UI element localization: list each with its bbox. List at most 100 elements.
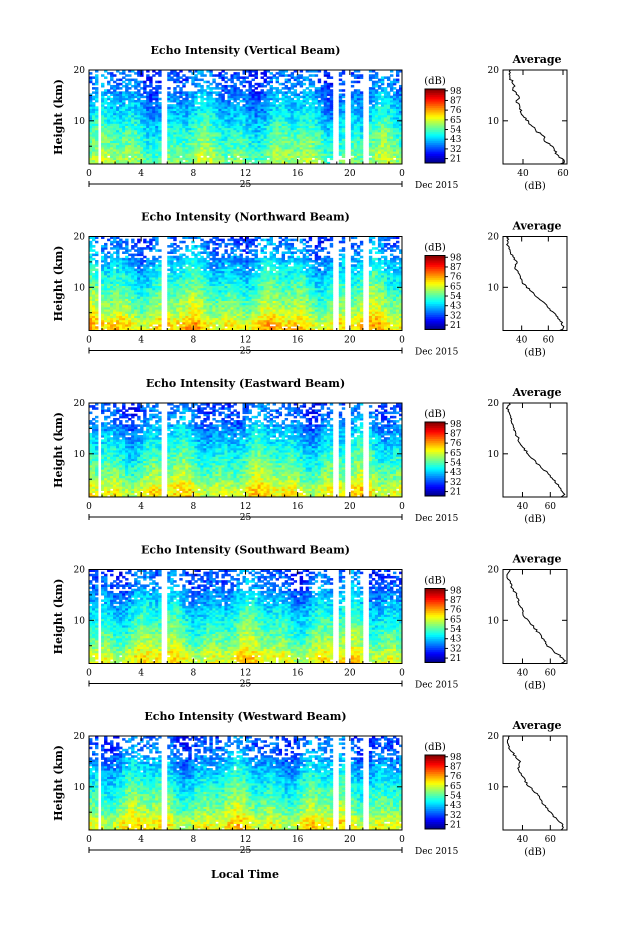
heatmap-cell [155, 236, 159, 240]
heatmap-cell [290, 125, 295, 129]
heatmap-cell [224, 149, 228, 152]
heatmap-cell [128, 80, 132, 84]
heatmap-cell [203, 146, 207, 150]
heatmap-cell [359, 93, 364, 97]
heatmap-cell [152, 277, 156, 280]
heatmap-cell [140, 142, 144, 146]
heatmap-cell [308, 153, 313, 156]
heatmap-cell [377, 102, 382, 105]
heatmap-cell [95, 119, 99, 122]
heatmap-cell [371, 140, 376, 144]
heatmap-cell [272, 161, 276, 165]
heatmap-cell [284, 110, 289, 114]
heatmap-cell [248, 82, 252, 86]
heatmap-cell [308, 125, 313, 129]
heatmap-cell [140, 131, 144, 135]
heatmap-cell [176, 309, 180, 312]
heatmap-cell [167, 268, 171, 272]
heatmap-cell [248, 97, 252, 101]
heatmap-cell [95, 82, 99, 86]
heatmap-cell [185, 324, 189, 327]
heatmap-cell [173, 153, 177, 156]
heatmap-cell [140, 270, 144, 274]
heatmap-cell [341, 121, 346, 124]
heatmap-cell [248, 114, 252, 118]
heatmap-cell [290, 131, 295, 135]
colorbar-step [425, 159, 445, 162]
heatmap-cell [119, 104, 123, 107]
heatmap-cell [323, 146, 328, 150]
heatmap-cell [203, 157, 207, 161]
heatmap-cell [185, 114, 189, 118]
heatmap-cell [371, 146, 376, 150]
heatmap-cell [293, 95, 298, 99]
heatmap-cell [143, 281, 147, 284]
heatmap-cell [278, 161, 283, 165]
heatmap-cell [152, 283, 156, 287]
heatmap-cell [323, 97, 328, 101]
heatmap-cell [350, 127, 355, 131]
heatmap-cell [125, 270, 129, 274]
heatmap-cell [368, 91, 373, 94]
heatmap-cell [89, 95, 93, 99]
heatmap-cell [278, 89, 283, 92]
heatmap-cell [107, 255, 111, 259]
heatmap-cell [260, 129, 264, 133]
heatmap-cell [299, 108, 304, 111]
heatmap-cell [326, 134, 331, 137]
heatmap-cell [317, 157, 322, 161]
heatmap-cell [146, 294, 150, 297]
heatmap-cell [251, 131, 255, 135]
heatmap-cell [284, 157, 289, 161]
heatmap-cell [245, 80, 249, 84]
heatmap-cell [197, 110, 201, 114]
heatmap-cell [131, 281, 135, 284]
heatmap-cell [200, 127, 204, 131]
heatmap-cell [197, 127, 201, 131]
heatmap-cell [131, 319, 135, 323]
heatmap-cell [290, 106, 295, 109]
heatmap-cell [104, 302, 108, 306]
heatmap-cell [266, 95, 270, 99]
heatmap-cell [341, 104, 346, 107]
heatmap-cell [191, 82, 195, 86]
heatmap-cell [104, 70, 108, 73]
heatmap-cell [89, 287, 93, 291]
heatmap-cell [251, 108, 255, 111]
heatmap-cell [209, 129, 213, 133]
heatmap-cell [341, 127, 346, 131]
heatmap-cell [185, 106, 189, 109]
heatmap-cell [101, 283, 105, 287]
heatmap-cell [377, 153, 382, 156]
heatmap-cell [104, 307, 108, 310]
heatmap-cell [392, 108, 397, 111]
heatmap-cell [92, 253, 96, 257]
heatmap-cell [212, 142, 216, 146]
heatmap-cell [107, 302, 111, 306]
heatmap-cell [269, 110, 273, 114]
heatmap-cell [107, 285, 111, 289]
heatmap-cell [188, 324, 192, 327]
heatmap-cell [212, 159, 216, 163]
heatmap-cell [245, 140, 249, 144]
heatmap-cell [317, 129, 322, 133]
heatmap-cell [275, 121, 280, 124]
heatmap-cell [119, 302, 123, 306]
heatmap-cell [266, 104, 270, 107]
heatmap-cell [176, 249, 180, 252]
heatmap-cell [398, 131, 403, 135]
heatmap-cell [179, 257, 183, 261]
heatmap-cell [305, 134, 310, 137]
heatmap-cell [221, 146, 225, 150]
heatmap-cell [122, 277, 126, 280]
heatmap-cell [260, 110, 264, 114]
heatmap-cell [110, 255, 114, 259]
heatmap-cell [137, 274, 141, 278]
heatmap-cell [170, 260, 174, 263]
heatmap-cell [116, 296, 120, 299]
heatmap-cell [116, 236, 120, 240]
heatmap-cell [317, 146, 322, 150]
heatmap-cell [89, 302, 93, 306]
heatmap-cell [110, 236, 114, 240]
heatmap-cell [167, 129, 171, 133]
